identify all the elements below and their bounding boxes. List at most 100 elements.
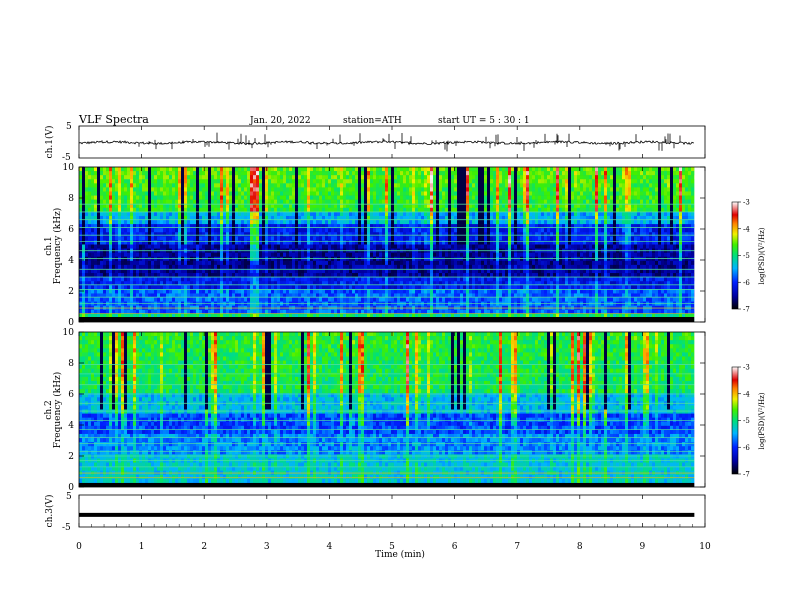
spectrogram-cell [397,244,400,249]
spectrogram-cell [463,260,466,266]
spectrogram-cell [172,220,175,225]
spectrogram-cell [79,293,82,298]
spectrogram-cell [220,252,223,258]
spectrogram-cell [175,167,178,172]
spectrogram-cell [418,297,421,302]
spectrogram-cell [241,195,244,200]
spectrogram-cell [307,211,310,217]
spectrogram-cell [253,281,256,286]
spectrogram-cell [145,236,148,241]
spectrogram-cell [298,297,301,302]
spectrogram-cell [418,309,421,315]
spectrogram-cell [124,167,127,172]
spectrogram-cell [136,207,139,213]
spectrogram-cell [301,183,304,188]
spectrogram-cell [283,232,286,237]
spectrogram-cell [169,252,172,258]
spectrogram-cell [97,195,100,200]
spectrogram-cell [181,313,184,319]
spectrogram-cell [307,297,310,302]
spectrogram-cell [436,183,439,188]
spectrogram-cell [421,167,424,172]
spectrogram-cell [169,183,172,188]
spectrogram-cell [136,211,139,217]
spectrogram-cell [409,232,412,237]
spectrogram-cell [160,232,163,237]
spectrogram-cell [460,236,463,241]
spectrogram-cell [214,297,217,302]
spectrogram-cell [253,187,256,192]
spectrogram-cell [316,211,319,217]
spectrogram-cell [418,252,421,258]
spectrogram-cell [406,289,409,294]
spectrogram-cell [367,240,370,245]
spectrogram-cell [238,171,241,176]
spectrogram-cell [304,215,307,221]
spectrogram-cell [286,297,289,302]
spectrogram-cell [346,191,349,196]
spectrogram-cell [133,171,136,176]
spectrogram-cell [121,179,124,184]
spectrogram-cell [469,195,472,200]
spectrogram-cell [136,167,139,172]
spectrogram-cell [262,285,265,290]
spectrogram-cell [289,191,292,196]
spectrogram-cell [166,297,169,302]
spectrogram-cell [121,281,124,286]
spectrogram-cell [451,183,454,188]
spectrogram-cell [340,195,343,200]
spectrogram-cell [166,183,169,188]
spectrogram-cell [202,244,205,249]
spectrogram-cell [97,244,100,249]
spectrogram-cell [271,277,274,282]
spectrogram-cell [304,277,307,282]
spectrogram-cell [370,309,373,315]
spectrogram-cell [304,179,307,184]
spectrogram-cell [445,289,448,294]
spectrogram-cell [361,191,364,196]
spectrogram-cell [106,289,109,294]
spectrogram-cell [244,236,247,241]
spectrogram-cell [184,167,187,172]
spectrogram-cell [118,252,121,258]
spectrogram-cell [433,187,436,192]
spectrogram-cell [442,293,445,298]
spectrogram-cell [454,183,457,188]
spectrogram-cell [109,297,112,302]
spectrogram-cell [301,240,304,245]
spectrogram-cell [94,187,97,192]
spectrogram-cell [175,293,178,298]
spectrogram-cell [166,199,169,205]
spectrogram-cell [343,199,346,205]
spectrogram-cell [232,171,235,176]
spectrogram-cell [202,207,205,213]
spectrogram-cell [298,211,301,217]
spectrogram-cell [130,309,133,315]
spectrogram-cell [241,285,244,290]
spectrogram-cell [289,228,292,233]
spectrogram-cell [469,203,472,209]
spectrogram-cell [154,195,157,200]
spectrogram-cell [208,256,211,262]
spectrogram-cell [259,224,262,229]
spectrogram-cell [445,285,448,290]
spectrogram-cell [367,224,370,229]
spectrogram-cell [244,281,247,286]
spectrogram-cell [274,277,277,282]
spectrogram-cell [139,309,142,315]
spectrogram-cell [130,313,133,319]
spectrogram-cell [418,236,421,241]
spectrogram-cell [325,195,328,200]
spectrogram-cell [196,187,199,192]
spectrogram-cell [418,273,421,278]
spectrogram-cell [118,240,121,245]
spectrogram-cell [277,167,280,172]
spectrogram-cell [271,191,274,196]
spectrogram-cell [229,260,232,266]
spectrogram-cell [97,256,100,262]
spectrogram-cell [106,203,109,209]
spectrogram-cell [364,179,367,184]
spectrogram-cell [241,199,244,205]
spectrogram-cell [451,260,454,266]
spectrogram-cell [157,268,160,274]
